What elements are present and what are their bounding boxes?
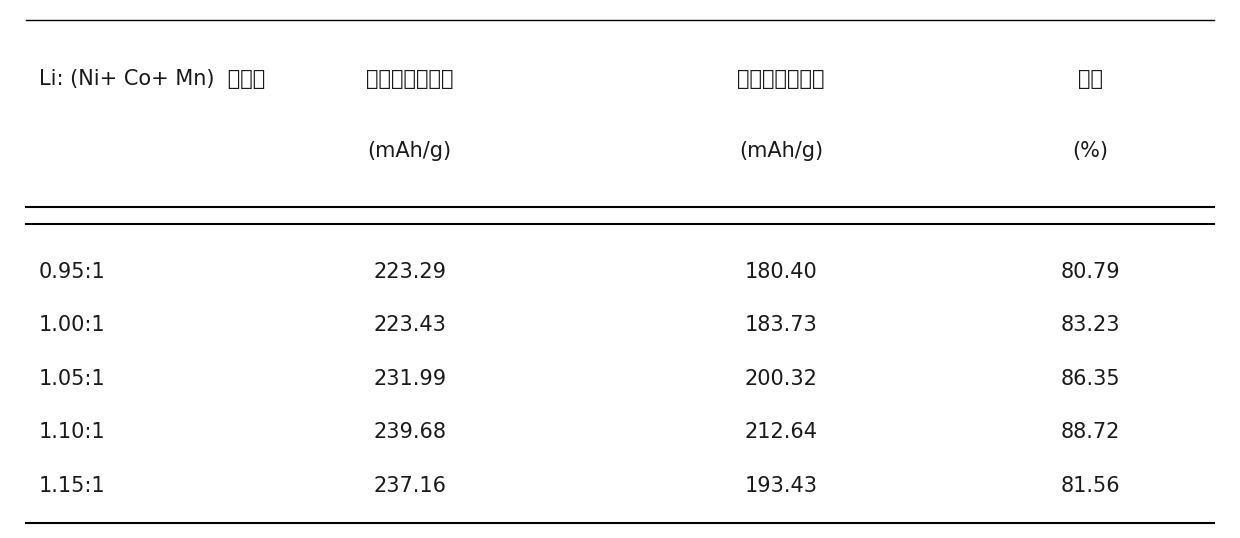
Text: 83.23: 83.23	[1060, 315, 1120, 335]
Text: Li: (Ni+ Co+ Mn)  摸尔比: Li: (Ni+ Co+ Mn) 摸尔比	[38, 69, 265, 89]
Text: 1.00:1: 1.00:1	[38, 315, 105, 335]
Text: 首次充电比容量: 首次充电比容量	[366, 69, 454, 89]
Text: 193.43: 193.43	[744, 476, 817, 495]
Text: 0.95:1: 0.95:1	[38, 261, 105, 282]
Text: 1.15:1: 1.15:1	[38, 476, 105, 495]
Text: 183.73: 183.73	[744, 315, 817, 335]
Text: 212.64: 212.64	[744, 422, 817, 442]
Text: 效率: 效率	[1078, 69, 1102, 89]
Text: (mAh/g): (mAh/g)	[739, 141, 823, 161]
Text: 239.68: 239.68	[373, 422, 446, 442]
Text: 231.99: 231.99	[373, 369, 446, 389]
Text: (mAh/g): (mAh/g)	[367, 141, 451, 161]
Text: 223.29: 223.29	[373, 261, 446, 282]
Text: 86.35: 86.35	[1060, 369, 1120, 389]
Text: 1.10:1: 1.10:1	[38, 422, 105, 442]
Text: 223.43: 223.43	[373, 315, 446, 335]
Text: 首次放电比容量: 首次放电比容量	[737, 69, 825, 89]
Text: 1.05:1: 1.05:1	[38, 369, 105, 389]
Text: 237.16: 237.16	[373, 476, 446, 495]
Text: 180.40: 180.40	[744, 261, 817, 282]
Text: 80.79: 80.79	[1060, 261, 1120, 282]
Text: (%): (%)	[1073, 141, 1109, 161]
Text: 88.72: 88.72	[1060, 422, 1120, 442]
Text: 81.56: 81.56	[1060, 476, 1120, 495]
Text: 200.32: 200.32	[744, 369, 817, 389]
